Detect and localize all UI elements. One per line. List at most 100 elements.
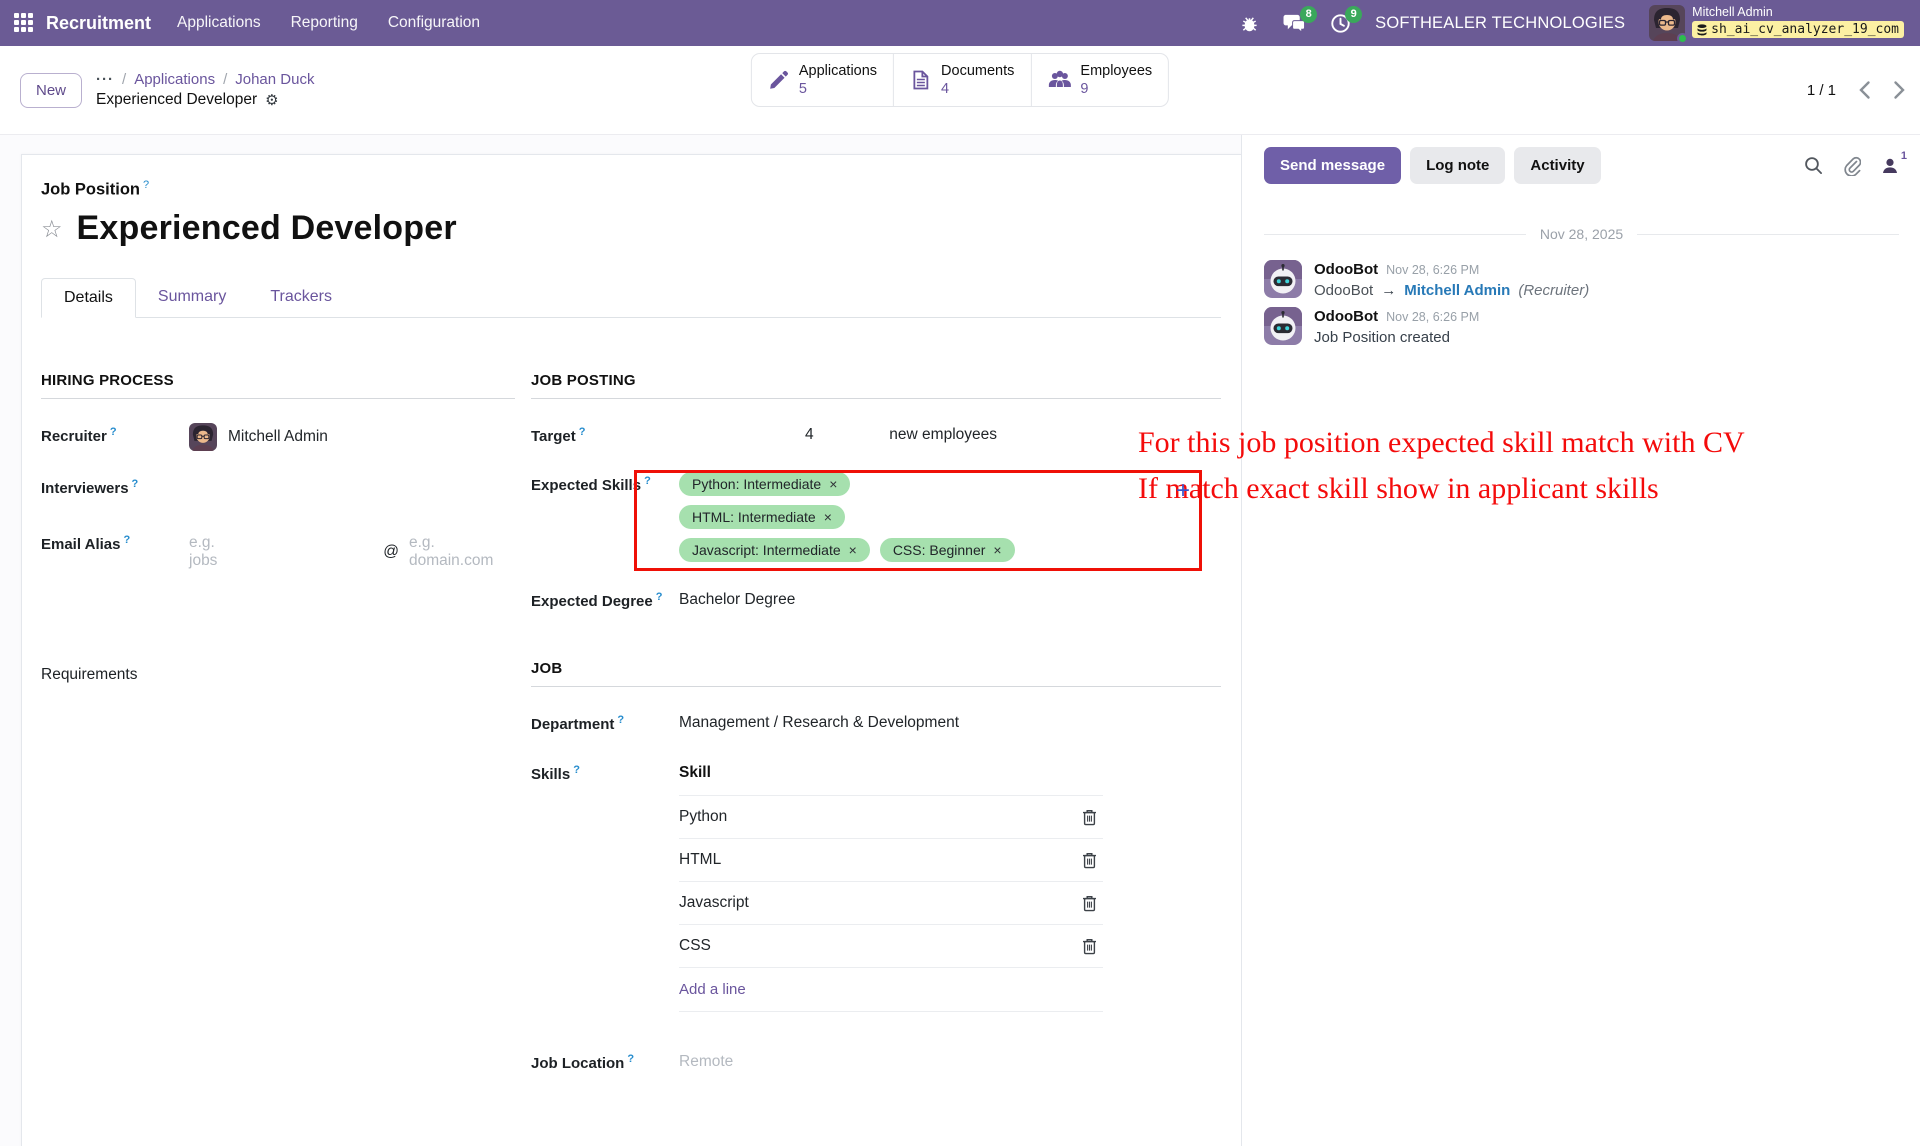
requirements-label: Requirements [41,666,138,684]
user-menu[interactable]: Mitchell Admin sh_ai_cv_analyzer_19_com [1649,5,1904,44]
debug-bug-icon[interactable] [1240,14,1259,33]
pager: 1 / 1 [1807,80,1906,100]
target-suffix: new employees [889,426,997,444]
field-target: Target? 4 new employees [531,423,997,451]
help-marker[interactable]: ? [131,478,139,491]
field-expected-degree: Expected Degree? Bachelor Degree [531,588,1221,616]
message-author[interactable]: OdooBot [1314,261,1379,278]
table-row[interactable]: HTML [679,838,1103,881]
skill-tag-css[interactable]: CSS: Beginner × [879,538,1015,563]
field-skills: Skills? Skill Python HTML [531,761,1221,1013]
table-row[interactable]: Javascript [679,881,1103,924]
odoobot-avatar [1264,307,1302,345]
gear-icon[interactable]: ⚙ [265,91,279,109]
message-author[interactable]: OdooBot [1314,308,1379,325]
chevron-right-icon[interactable] [1893,80,1906,100]
tag-remove-icon[interactable]: × [993,542,1002,559]
tab-summary[interactable]: Summary [157,288,227,306]
breadcrumb-active-record: Experienced Developer [96,91,258,108]
job-position-field-label: Job Position [41,180,140,199]
trash-icon[interactable] [1082,852,1097,869]
notebook-tabs: Details Summary Trackers [41,278,1221,319]
apps-grid-icon[interactable] [14,13,34,33]
help-marker[interactable]: ? [627,1053,635,1066]
skills-table: Skill Python HTML Javascript [679,761,1103,1013]
email-at-sign: @ [383,543,399,561]
date-divider: Nov 28, 2025 [1264,226,1899,242]
target-input[interactable]: 4 [805,426,814,444]
chatter-message: OdooBot Nov 28, 6:26 PM Job Position cre… [1264,307,1899,346]
tab-trackers[interactable]: Trackers [270,288,332,306]
log-note-button[interactable]: Log note [1410,147,1506,184]
menu-applications[interactable]: Applications [177,14,261,31]
breadcrumb-johan-duck[interactable]: Johan Duck [235,71,315,88]
favorite-star-icon[interactable]: ☆ [41,214,63,243]
tab-details[interactable]: Details [41,278,136,319]
followers-icon[interactable]: 1 [1881,150,1907,175]
recruiter-value[interactable]: Mitchell Admin [228,428,328,446]
chatter-panel: Send message Log note Activity 1 Nov 28,… [1241,135,1920,1146]
attachment-paperclip-icon[interactable] [1843,156,1861,176]
user-name: Mitchell Admin [1692,5,1773,19]
smart-button-applications[interactable]: Applications 5 [752,54,893,106]
tag-remove-icon[interactable]: × [829,476,838,493]
skill-tag-html[interactable]: HTML: Intermediate × [679,505,845,530]
skill-tag-python[interactable]: Python: Intermediate × [679,472,851,497]
new-button[interactable]: New [20,72,83,108]
activities-badge: 9 [1345,5,1363,23]
help-marker[interactable]: ? [573,764,580,777]
menu-reporting[interactable]: Reporting [290,14,358,31]
search-messages-icon[interactable] [1804,156,1823,175]
expected-degree-value[interactable]: Bachelor Degree [679,591,796,609]
document-icon [913,70,929,90]
smart-button-employees[interactable]: Employees 9 [1030,54,1168,107]
help-marker[interactable]: ? [617,714,625,727]
add-a-line-link[interactable]: Add a line [679,967,1103,1013]
skills-column-header: Skill [679,764,711,782]
help-marker[interactable]: ? [578,426,586,439]
help-marker[interactable]: ? [109,426,117,439]
form-sheet: Job Position? ☆ Experienced Developer De… [21,154,1241,1146]
help-marker[interactable]: ? [123,534,131,547]
activities-clock-icon[interactable]: 9 [1330,5,1363,34]
arrow-icon: → [1381,282,1397,299]
trash-icon[interactable] [1082,895,1097,912]
email-alias-domain-input[interactable]: e.g. domain.com [408,534,494,570]
systray: 8 9 SOFTHEALER TECHNOLOGIES Mitchell Adm… [1240,5,1904,44]
breadcrumb: ··· / Applications / Johan Duck Experien… [96,71,315,109]
menu-configuration[interactable]: Configuration [387,14,481,31]
chevron-left-icon[interactable] [1858,80,1871,100]
breadcrumb-applications[interactable]: Applications [134,71,216,88]
email-alias-local-input[interactable]: e.g. jobs [189,534,218,570]
recruiter-link[interactable]: Mitchell Admin [1404,282,1511,299]
table-row[interactable]: CSS [679,924,1103,967]
send-message-button[interactable]: Send message [1264,147,1402,184]
followers-count: 1 [1900,149,1907,162]
tag-remove-icon[interactable]: × [823,509,832,526]
field-interviewers: Interviewers? [41,478,139,498]
app-name[interactable]: Recruitment [46,12,152,33]
help-marker[interactable]: ? [143,179,150,191]
control-panel: New ··· / Applications / Johan Duck Expe… [0,46,1920,135]
tag-remove-icon[interactable]: × [848,542,857,559]
breadcrumb-ellipsis[interactable]: ··· [96,71,115,88]
trash-icon[interactable] [1082,809,1097,826]
company-switcher[interactable]: SOFTHEALER TECHNOLOGIES [1375,13,1626,32]
trash-icon[interactable] [1082,938,1097,955]
job-location-input[interactable]: Remote [679,1053,734,1071]
table-row[interactable]: Python [679,795,1103,838]
field-expected-skills: Expected Skills? Python: Intermediate × H… [531,472,1221,563]
section-hiring-process: HIRING PROCESS [41,372,515,400]
database-badge: sh_ai_cv_analyzer_19_com [1692,21,1904,38]
field-recruiter: Recruiter? Mitchell Admin [41,423,515,452]
activity-button[interactable]: Activity [1514,147,1601,184]
smart-button-documents[interactable]: Documents 4 [893,54,1030,107]
help-marker[interactable]: ? [655,591,663,604]
messages-icon[interactable]: 8 [1283,5,1318,34]
department-value[interactable]: Management / Research & Development [679,714,960,732]
chatter-message: OdooBot Nov 28, 6:26 PM OdooBot → Mitche… [1264,260,1899,299]
page-title[interactable]: Experienced Developer [76,209,457,248]
skill-tag-javascript[interactable]: Javascript: Intermediate × [679,538,870,563]
help-marker[interactable]: ? [644,475,651,488]
field-email-alias: Email Alias? e.g. jobs @ e.g. domain.com [41,531,515,570]
